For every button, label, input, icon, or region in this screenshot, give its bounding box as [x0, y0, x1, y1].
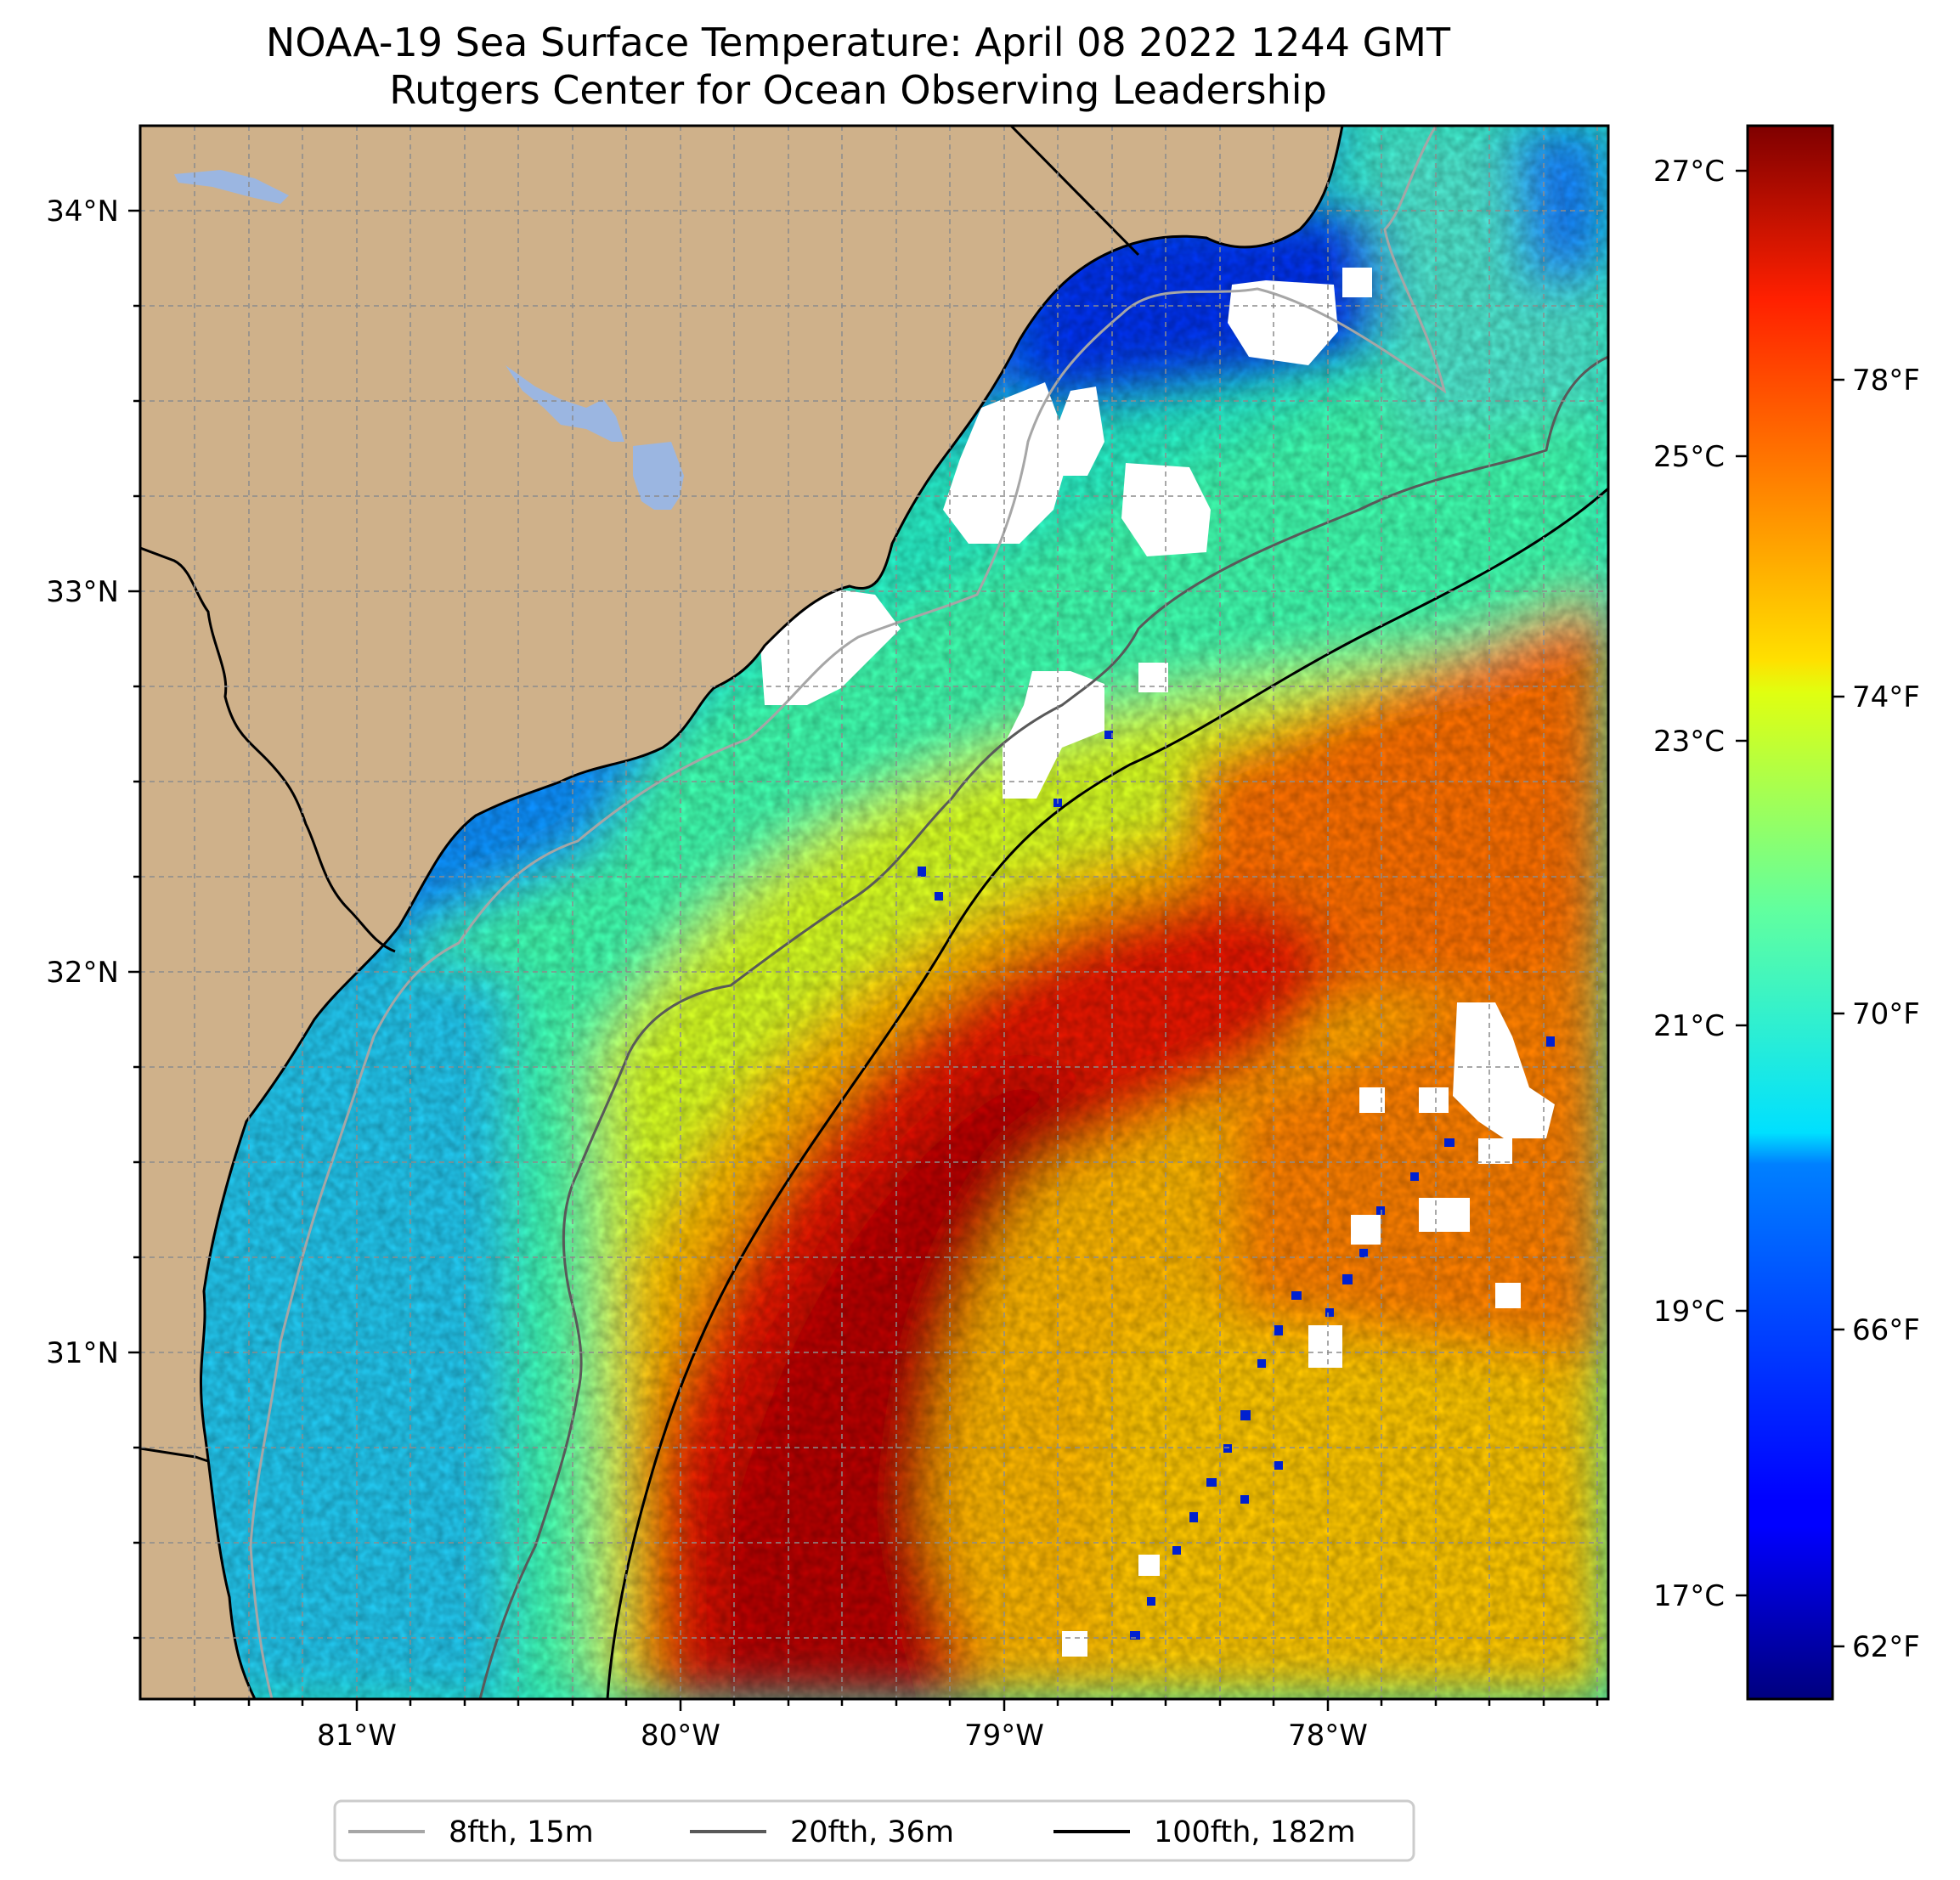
- fahrenheit-label: 66°F: [1852, 1313, 1920, 1347]
- fahrenheit-label: 70°F: [1852, 997, 1920, 1031]
- lakes: [174, 170, 684, 510]
- map-panel: [140, 126, 1608, 1699]
- isobath-8fth: [249, 126, 1447, 1699]
- longitude-labels: 81°W 80°W 79°W 78°W: [317, 1719, 1368, 1753]
- fahrenheit-label: 74°F: [1852, 680, 1920, 714]
- chart-title: NOAA-19 Sea Surface Temperature: April 0…: [266, 20, 1451, 65]
- chart-subtitle: Rutgers Center for Ocean Observing Leade…: [389, 67, 1327, 113]
- map-frame: [138, 124, 1610, 1701]
- legend: 8fth, 15m 20fth, 36m 100fth, 182m: [333, 1799, 1415, 1862]
- latitude-labels: 34°N 33°N 32°N 31°N: [46, 195, 119, 1370]
- isobath-20fth: [478, 355, 1608, 1699]
- lat-label: 32°N: [46, 956, 119, 990]
- legend-label: 100fth, 182m: [1154, 1815, 1356, 1849]
- isobath-100fth: [606, 487, 1608, 1699]
- celsius-label: 25°C: [1653, 440, 1725, 474]
- axis-ticks: [128, 209, 1599, 1711]
- state-borders: [140, 126, 1140, 1463]
- lat-label: 34°N: [46, 195, 119, 229]
- cloud-masks: [760, 268, 1555, 1657]
- fahrenheit-label: 62°F: [1852, 1630, 1920, 1664]
- land: [140, 126, 1344, 1699]
- celsius-label: 21°C: [1653, 1009, 1725, 1043]
- colorbar: 27°C 25°C 23°C 21°C 19°C 17°C 78°F 74°F …: [1653, 124, 1920, 1701]
- colorbar-gradient: [1746, 124, 1834, 1701]
- lon-label: 80°W: [641, 1719, 720, 1753]
- fahrenheit-label: 78°F: [1852, 364, 1920, 398]
- isobaths: [249, 126, 1608, 1699]
- legend-label: 8fth, 15m: [449, 1815, 594, 1849]
- celsius-label: 27°C: [1653, 155, 1725, 189]
- graticule: [140, 126, 1608, 1699]
- celsius-label: 17°C: [1653, 1579, 1725, 1613]
- lat-label: 33°N: [46, 575, 119, 609]
- lat-label: 31°N: [46, 1336, 119, 1370]
- lon-label: 81°W: [317, 1719, 397, 1753]
- celsius-label: 19°C: [1653, 1295, 1725, 1329]
- legend-box: [333, 1799, 1415, 1862]
- lon-label: 79°W: [964, 1719, 1044, 1753]
- celsius-label: 23°C: [1653, 725, 1725, 759]
- legend-label: 20fth, 36m: [790, 1815, 954, 1849]
- lon-label: 78°W: [1288, 1719, 1368, 1753]
